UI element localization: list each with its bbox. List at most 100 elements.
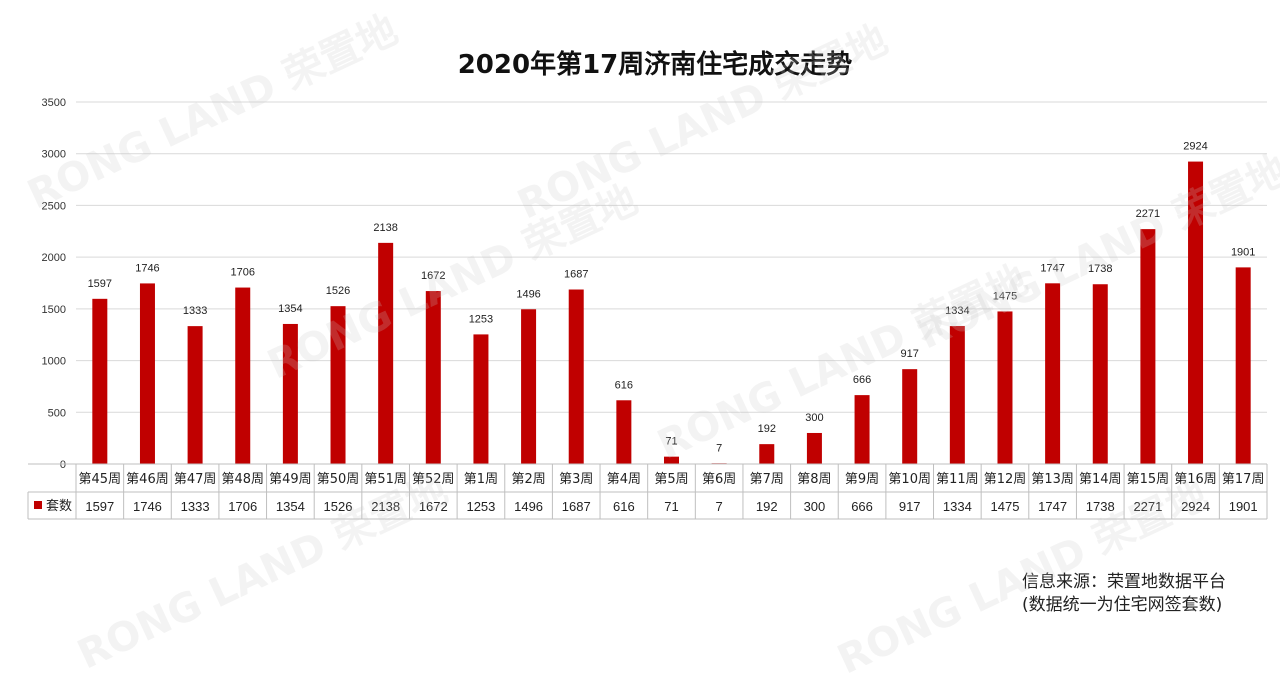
data-label: 1672: [421, 270, 445, 282]
data-label: 1738: [1088, 263, 1112, 275]
table-value: 1253: [466, 499, 495, 514]
data-label: 1706: [230, 267, 254, 279]
table-value: 1738: [1086, 499, 1115, 514]
x-tick-label: 第8周: [797, 472, 831, 487]
table-value: 192: [756, 499, 778, 514]
data-label: 1597: [88, 278, 112, 290]
x-tick-label: 第16周: [1174, 472, 1217, 487]
x-tick-label: 第48周: [221, 472, 264, 487]
y-tick-label: 0: [60, 459, 66, 471]
bar: [282, 323, 298, 464]
table-value: 1496: [514, 499, 543, 514]
source-line-2: (数据统一为住宅网签套数): [1022, 595, 1223, 615]
data-label: 1687: [564, 269, 588, 281]
x-tick-label: 第52周: [412, 472, 455, 487]
data-label: 71: [665, 436, 677, 448]
legend-label: 套数: [46, 498, 72, 514]
table-value: 1746: [133, 499, 162, 514]
data-label: 666: [853, 374, 871, 386]
data-label: 917: [901, 348, 919, 360]
table-value: 7: [716, 499, 723, 514]
bar: [664, 456, 679, 464]
table-value: 1354: [276, 499, 305, 514]
bar: [616, 400, 632, 464]
bar: [330, 306, 346, 464]
data-label: 2924: [1183, 141, 1207, 153]
y-tick-label: 1000: [42, 356, 66, 368]
data-label: 1354: [278, 303, 302, 315]
data-label: 1901: [1231, 246, 1255, 258]
bar: [1235, 267, 1251, 464]
table-value: 1747: [1038, 499, 1067, 514]
x-tick-label: 第9周: [845, 472, 879, 487]
bar: [949, 326, 965, 464]
table-value: 917: [899, 499, 921, 514]
y-tick-label: 1500: [42, 304, 66, 316]
table-value: 1475: [991, 499, 1020, 514]
data-label: 616: [615, 379, 633, 391]
y-tick-label: 500: [48, 407, 66, 419]
x-tick-label: 第10周: [888, 472, 931, 487]
y-tick-label: 2500: [42, 200, 66, 212]
data-label: 1747: [1040, 262, 1064, 274]
x-tick-label: 第14周: [1079, 472, 1122, 487]
bar: [92, 298, 108, 464]
x-tick-label: 第3周: [559, 472, 593, 487]
x-tick-label: 第46周: [126, 472, 169, 487]
bar: [759, 444, 775, 464]
bar: [521, 309, 537, 464]
source-note: 信息来源：荣置地数据平台 (数据统一为住宅网签套数): [1022, 571, 1226, 617]
table-value: 71: [664, 499, 678, 514]
bar: [1188, 161, 1204, 464]
bar: [378, 242, 394, 464]
x-tick-label: 第6周: [702, 472, 736, 487]
x-tick-label: 第2周: [511, 472, 545, 487]
data-label: 1526: [326, 285, 350, 297]
x-tick-label: 第5周: [654, 472, 688, 487]
bar: [997, 311, 1013, 464]
x-tick-label: 第49周: [269, 472, 312, 487]
bar: [235, 287, 251, 464]
bar-chart: 0 500 1000 1500 2000 2500 3000 3500 1597 1746 1333…: [27, 97, 1268, 520]
table-value: 2138: [371, 499, 400, 514]
data-label: 1475: [993, 290, 1017, 302]
x-tick-label: 第17周: [1222, 472, 1265, 487]
x-tick-label: 第13周: [1031, 472, 1074, 487]
data-label: 1496: [516, 288, 540, 300]
x-tick-label: 第7周: [750, 472, 784, 487]
bar: [854, 395, 870, 464]
table-value: 1672: [419, 499, 448, 514]
table-value: 1334: [943, 499, 972, 514]
bar: [473, 334, 489, 464]
y-tick-label: 3000: [42, 149, 66, 161]
bar: [902, 369, 918, 464]
x-tick-label: 第12周: [984, 472, 1027, 487]
bar: [568, 289, 584, 464]
bar: [1140, 229, 1156, 464]
table-value: 666: [851, 499, 873, 514]
table-value: 1333: [181, 499, 210, 514]
bar: [139, 283, 155, 464]
source-line-1: 信息来源：荣置地数据平台: [1022, 572, 1226, 592]
table-value: 1706: [228, 499, 257, 514]
bar: [1092, 284, 1108, 464]
table-value: 2924: [1181, 499, 1210, 514]
x-tick-label: 第45周: [79, 472, 122, 487]
x-tick-label: 第50周: [317, 472, 360, 487]
table-value: 300: [804, 499, 826, 514]
data-label: 1333: [183, 305, 207, 317]
y-tick-label: 2000: [42, 252, 66, 264]
x-tick-label: 第47周: [174, 472, 217, 487]
data-label: 1334: [945, 305, 969, 317]
x-tick-label: 第15周: [1127, 472, 1170, 487]
bar: [187, 326, 203, 464]
bar: [1045, 283, 1061, 464]
bar: [806, 432, 822, 464]
chart-title: 2020年第17周济南住宅成交走势: [457, 50, 853, 80]
table-value: 1901: [1229, 499, 1258, 514]
x-tick-label: 第51周: [364, 472, 407, 487]
legend-swatch: [34, 501, 42, 509]
data-label: 2138: [373, 222, 397, 234]
table-value: 1597: [85, 499, 114, 514]
data-label: 1746: [135, 262, 159, 274]
